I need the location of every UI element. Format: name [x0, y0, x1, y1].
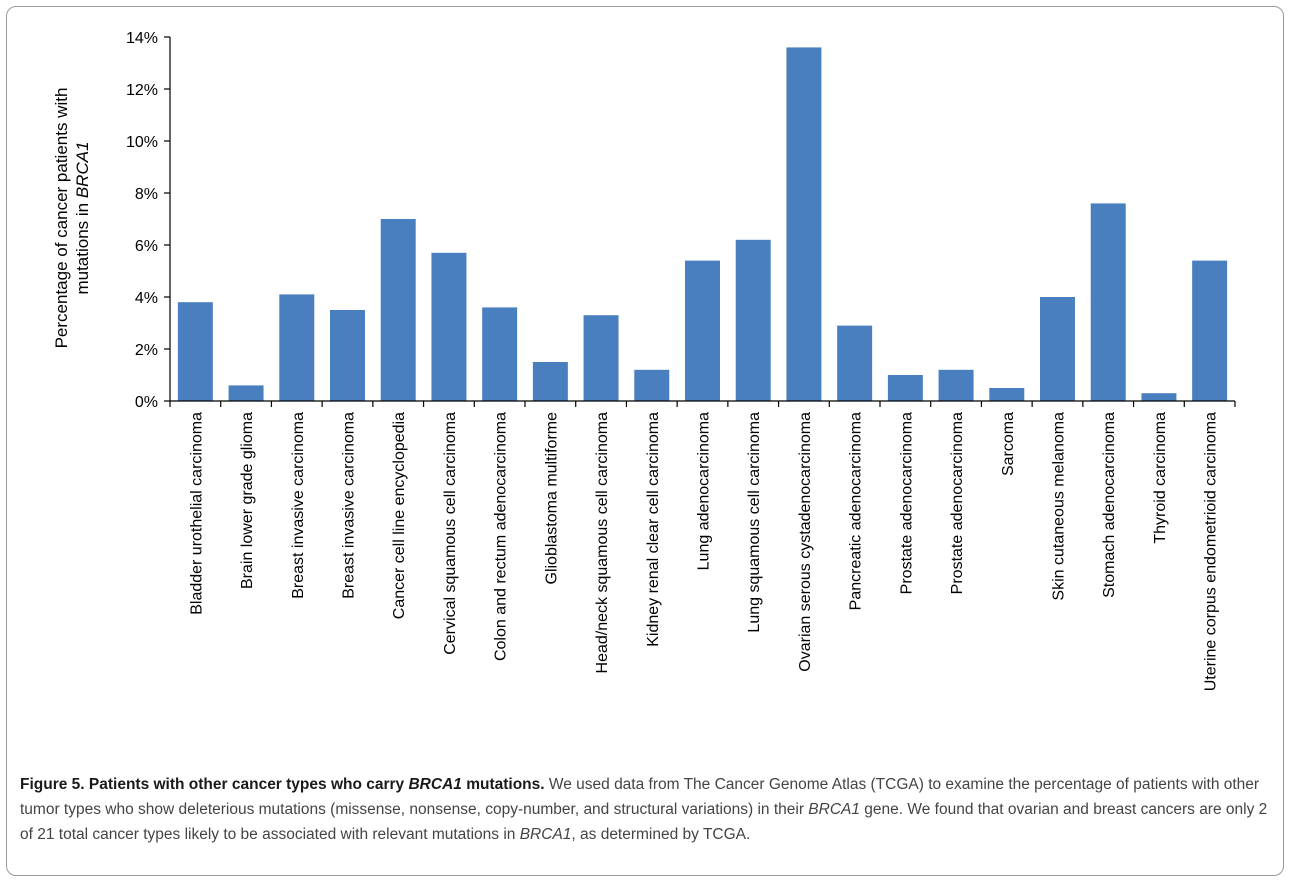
bar [380, 219, 416, 401]
y-tick-label: 14% [126, 30, 158, 47]
x-tick-label: Brain lower grade glioma [239, 412, 256, 589]
y-tick-label: 12% [126, 82, 158, 99]
y-tick-label: 2% [135, 342, 158, 359]
y-axis: 0% 2% 4% 6% 8% 10% 12% 14% [126, 30, 171, 411]
y-axis-label-gene: BRCA1 [73, 141, 92, 198]
x-tick-label: Thyroid carcinoma [1152, 412, 1169, 544]
bar [938, 369, 974, 401]
bar [482, 307, 518, 401]
y-tick-label: 0% [135, 394, 158, 411]
x-tick-label: Glioblastoma multiforme [543, 412, 560, 585]
x-tick-label: Sarcoma [1000, 412, 1017, 476]
bar [634, 369, 670, 401]
y-axis-label: Percentage of cancer patients with mutat… [52, 88, 92, 349]
x-tick-label: Bladder urothelial carcinoma [188, 412, 205, 615]
caption-gene-2: BRCA1 [519, 826, 572, 843]
y-tick-label: 6% [135, 238, 158, 255]
x-tick-label: Kidney renal clear cell carcinoma [645, 412, 662, 647]
x-tick-label: Skin cutaneous melanoma [1051, 412, 1068, 601]
bar [735, 239, 771, 401]
bar [786, 47, 822, 402]
bar [685, 260, 720, 401]
bar [330, 310, 365, 401]
caption-text-part3: , as determined by TCGA. [571, 826, 751, 843]
caption-title-part2: mutations. [461, 776, 545, 793]
y-tick-label: 10% [126, 134, 158, 151]
x-tick-label: Ovarian serous cystadenocarcinoma [797, 412, 814, 672]
x-tick-label: Breast invasive carcinoma [290, 412, 307, 599]
x-tick-label: Head/neck squamous cell carcinoma [594, 412, 611, 674]
caption-text-part1: We used data from The Cancer Genome Atla… [20, 776, 1260, 818]
x-tick-label: Cervical squamous cell carcinoma [442, 412, 459, 655]
caption-gene-1: BRCA1 [808, 801, 860, 818]
x-tick-label: Pancreatic adenocarcinoma [848, 412, 865, 610]
x-axis-labels: Bladder urothelial carcinoma Brain lower … [188, 412, 1219, 691]
caption-text-part2: gene. We found that ovarian and breast c… [20, 801, 1268, 843]
y-axis-label-prefix: mutations in [73, 198, 92, 294]
bar [989, 388, 1025, 401]
bar-chart: Percentage of cancer patients with mutat… [52, 30, 1236, 691]
bar [177, 302, 213, 401]
y-axis-label-line1: Percentage of cancer patients with [52, 88, 71, 349]
bar [837, 325, 873, 401]
bar [532, 362, 568, 401]
bar [583, 315, 619, 401]
x-tick-label: Colon and rectum adenocarcinoma [493, 412, 510, 661]
x-tick-label: Lung squamous cell carcinoma [746, 412, 763, 633]
x-tick-label: Cancer cell line encyclopedia [391, 412, 408, 619]
y-axis-label-line2: mutations in BRCA1 [73, 141, 92, 294]
bar [1192, 260, 1228, 401]
caption-title: Figure 5. Patients with other cancer typ… [20, 776, 545, 793]
figure-caption: Figure 5. Patients with other cancer typ… [20, 772, 1270, 847]
bar [1040, 297, 1075, 401]
bar [887, 375, 923, 401]
y-tick-label: 8% [135, 186, 158, 203]
x-tick-label: Prostate adenocarcinoma [898, 412, 915, 594]
figure-frame [6, 6, 1284, 876]
y-tick-label: 4% [135, 290, 158, 307]
x-axis [169, 400, 1236, 407]
x-tick-label: Breast invasive carcinoma [341, 412, 358, 599]
bars [177, 47, 1228, 402]
bar [1141, 393, 1177, 401]
caption-title-gene: BRCA1 [408, 776, 462, 793]
caption-title-part1: Figure 5. Patients with other cancer typ… [20, 776, 409, 793]
bar [431, 252, 467, 401]
x-tick-label: Prostate adenocarcinoma [949, 412, 966, 594]
bar [279, 294, 315, 401]
x-tick-label: Stomach adenocarcinoma [1101, 412, 1118, 598]
bar [228, 385, 264, 401]
x-tick-label: Uterine corpus endometrioid carcinoma [1203, 412, 1220, 691]
x-tick-label: Lung adenocarcinoma [696, 412, 713, 570]
bar [1090, 203, 1126, 401]
